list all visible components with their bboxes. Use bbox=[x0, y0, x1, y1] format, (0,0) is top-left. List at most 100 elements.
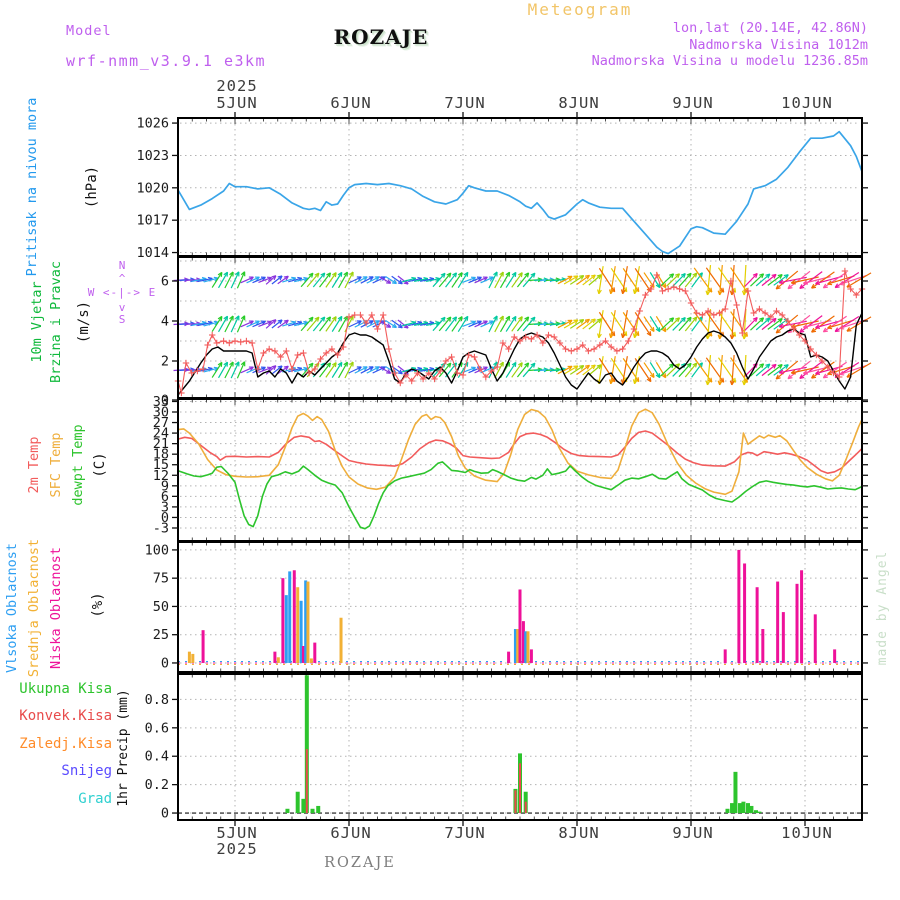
y-tick-label: 25 bbox=[153, 627, 169, 643]
precip-bar-total bbox=[741, 801, 746, 814]
y-tick-label: 24 bbox=[153, 426, 169, 442]
y-tick-label: 27 bbox=[153, 415, 169, 431]
cloud-bar bbox=[299, 600, 303, 663]
bottom-axis-day-label: 9JUN bbox=[672, 824, 713, 842]
bottom-axis-day-label: 10JUN bbox=[781, 824, 833, 842]
compass-down-arrow: v bbox=[118, 301, 126, 314]
y-tick-label: 0 bbox=[161, 655, 169, 671]
y-tick-label: 6 bbox=[161, 274, 169, 290]
series-line bbox=[177, 430, 863, 474]
y-tick-label: 2 bbox=[161, 354, 169, 370]
watermark: made by Angel bbox=[875, 550, 890, 666]
y-tick-label: 12 bbox=[153, 468, 169, 484]
top-axis-day-label: 6JUN bbox=[330, 94, 371, 112]
temp-panel-frame bbox=[177, 398, 863, 542]
cloud-bar bbox=[292, 570, 296, 663]
y-tick-label: 9 bbox=[161, 478, 169, 494]
cloud-bar bbox=[524, 631, 528, 663]
precip-bar-total bbox=[757, 811, 762, 814]
cloud-bar bbox=[781, 612, 785, 663]
cloud-bar bbox=[795, 583, 799, 663]
y-tick-label: 6 bbox=[161, 489, 169, 505]
cloud-bar bbox=[521, 621, 525, 663]
cloud-bar bbox=[276, 657, 280, 663]
precip-bar-total bbox=[746, 803, 750, 814]
top-axis-day-label: 8JUN bbox=[558, 94, 599, 112]
compass-up-arrow: ^ bbox=[118, 272, 126, 285]
y-tick-label: 100 bbox=[145, 542, 169, 558]
y-tick-label: 1020 bbox=[136, 180, 169, 196]
y-tick-label: 4 bbox=[161, 314, 169, 330]
cloud-bar bbox=[516, 629, 520, 663]
cloud-bar bbox=[288, 571, 292, 663]
precip-bar-total bbox=[749, 805, 754, 814]
top-axis-day-label: 10JUN bbox=[781, 94, 833, 112]
cloud-bar bbox=[755, 587, 759, 663]
cloud-bar bbox=[284, 595, 288, 663]
precip-bar-total bbox=[730, 803, 735, 814]
y-tick-label: 0 bbox=[161, 806, 169, 822]
legend-total-rain: Ukupna Kisa bbox=[19, 681, 112, 697]
cloud-bar bbox=[301, 646, 305, 663]
elevation-line: Nadmorska Visina 1012m bbox=[689, 37, 868, 53]
bottom-axis-day-label: 6JUN bbox=[330, 824, 371, 842]
bottom-axis-day-label: 8JUN bbox=[558, 824, 599, 842]
lonlat-line: lon,lat (20.14E, 42.86N) bbox=[672, 20, 868, 36]
cloud-bar bbox=[833, 649, 837, 663]
precip-bar-conv bbox=[305, 749, 308, 814]
compass-wE-row: W <-|-> E bbox=[87, 286, 157, 299]
top-axis-day-label: 9JUN bbox=[672, 94, 713, 112]
cloud-bar bbox=[304, 580, 308, 663]
top-axis-day-label: 5JUN bbox=[216, 94, 257, 112]
cloud-bar bbox=[273, 651, 277, 663]
model-name: wrf-nmm_v3.9.1 e3km bbox=[66, 52, 267, 70]
cloud-bar bbox=[339, 617, 343, 663]
cloud-bar bbox=[201, 630, 205, 663]
y-tick-label: 0.2 bbox=[145, 777, 169, 793]
precip-bar-total bbox=[304, 675, 309, 814]
cloud-bar bbox=[513, 629, 517, 663]
cloud-bar bbox=[761, 629, 765, 663]
cloud-bar bbox=[529, 649, 533, 663]
y-tick-label: 18 bbox=[153, 447, 169, 463]
cloud-bar bbox=[309, 658, 313, 663]
y-tick-label: 1023 bbox=[136, 148, 169, 164]
legend-convective-rain: Konvek.Kisa bbox=[19, 708, 112, 724]
series-line bbox=[177, 461, 863, 530]
y-tick-label: 33 bbox=[153, 394, 169, 410]
bottom-axis-day-label: 7JUN bbox=[444, 824, 485, 842]
series-line bbox=[177, 270, 863, 394]
precip-panel-frame bbox=[177, 673, 863, 821]
precip-bar-total bbox=[733, 771, 738, 814]
y-tick-label: 21 bbox=[153, 436, 169, 452]
y-tick-label: 0.6 bbox=[145, 720, 169, 736]
y-tick-label: 0 bbox=[161, 510, 169, 526]
cloud-bar bbox=[313, 642, 317, 663]
y-tick-label: 50 bbox=[153, 599, 169, 615]
cloud-bar bbox=[306, 581, 310, 663]
precip-bar-total bbox=[310, 808, 315, 814]
cloud-bar bbox=[518, 589, 522, 663]
compass-south: S bbox=[118, 313, 126, 326]
cloud-bar bbox=[296, 587, 300, 663]
precip-bar-total bbox=[295, 791, 300, 814]
compass-north: N bbox=[118, 259, 126, 272]
y-tick-label: 0.8 bbox=[145, 692, 169, 708]
top-axis-day-label: 7JUN bbox=[444, 94, 485, 112]
series-line bbox=[177, 130, 863, 255]
cloud-bar bbox=[526, 631, 530, 663]
precip-bar-conv bbox=[524, 801, 527, 814]
legend-snow: Snijeg bbox=[61, 763, 112, 779]
y-tick-label: 1017 bbox=[136, 213, 169, 229]
precip-bar-total bbox=[285, 808, 290, 814]
cloud-bar bbox=[187, 651, 191, 663]
model-label: Model bbox=[66, 23, 112, 39]
cloud-bar bbox=[191, 653, 195, 663]
y-tick-label: 0 bbox=[161, 393, 169, 409]
y-tick-label: 3 bbox=[161, 499, 169, 515]
cloud-bar bbox=[743, 563, 747, 663]
precip-bar-conv bbox=[519, 763, 521, 814]
y-tick-label: 1026 bbox=[136, 116, 169, 132]
cloud-bar bbox=[800, 570, 804, 663]
